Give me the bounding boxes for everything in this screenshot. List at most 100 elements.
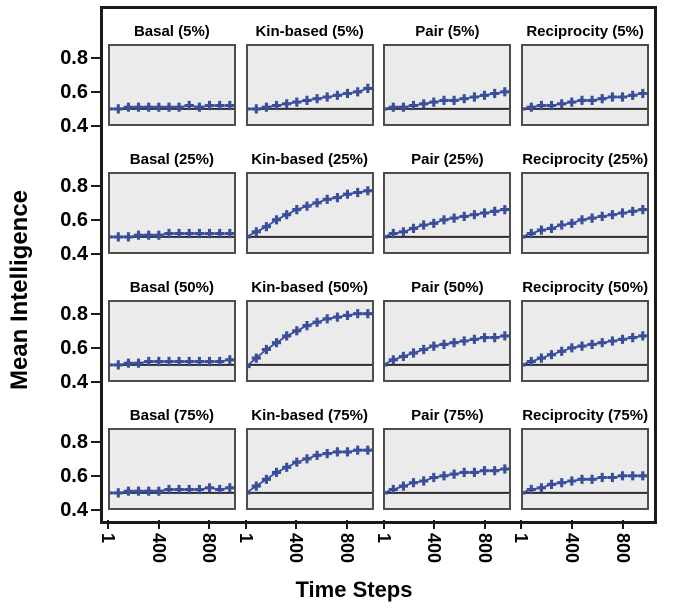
panel-cell-basal-5: Basal (5%) — [103, 9, 241, 137]
panel-title: Reciprocity (50%) — [522, 279, 649, 296]
x-tick-label: 1 — [236, 533, 256, 544]
x-tick-label: 1 — [98, 533, 118, 544]
x-tick-label: 400 — [424, 533, 444, 564]
panel-border — [107, 172, 236, 254]
x-tick-label: 800 — [613, 533, 633, 564]
panel-area — [107, 44, 236, 126]
y-tick-mark — [91, 219, 101, 221]
panel-title: Kin-based (5%) — [255, 23, 364, 40]
panel-chart — [245, 300, 374, 382]
panel-chart — [107, 44, 236, 126]
x-tick-mark — [295, 520, 297, 529]
panel-area — [521, 300, 650, 382]
x-tick-label: 1 — [374, 533, 394, 544]
panel-chart — [521, 300, 650, 382]
panel-cell-kin-based-5: Kin-based (5%) — [241, 9, 379, 137]
panel-border — [521, 428, 650, 510]
panel-border — [521, 44, 650, 126]
panel-cell-kin-based-25: Kin-based (25%) — [241, 137, 379, 265]
y-tick-label: 0.8 — [60, 303, 88, 325]
panel-title: Reciprocity (75%) — [522, 407, 649, 424]
panel-area — [245, 428, 374, 510]
x-tick-label: 800 — [337, 533, 357, 564]
panel-title: Pair (25%) — [411, 151, 484, 168]
y-tick-mark — [91, 125, 101, 127]
x-tick-mark — [520, 520, 522, 529]
panel-border — [107, 428, 236, 510]
panel-cell-basal-25: Basal (25%) — [103, 137, 241, 265]
y-tick-mark — [91, 509, 101, 511]
panel-title: Reciprocity (5%) — [526, 23, 644, 40]
x-tick-label: 400 — [562, 533, 582, 564]
y-tick-label: 0.4 — [60, 499, 88, 521]
x-axis-title: Time Steps — [295, 577, 413, 602]
panel-cell-basal-75: Basal (75%) — [103, 393, 241, 521]
panel-area — [107, 428, 236, 510]
panel-title: Pair (50%) — [411, 279, 484, 296]
panel-border — [245, 172, 374, 254]
panel-area — [107, 300, 236, 382]
y-tick-label: 0.4 — [60, 243, 88, 265]
panel-cell-reciprocity-50: Reciprocity (50%) — [516, 265, 654, 393]
y-tick-label: 0.8 — [60, 175, 88, 197]
panel-border — [383, 44, 512, 126]
panel-chart — [107, 172, 236, 254]
y-tick-mark — [91, 347, 101, 349]
panel-chart — [245, 172, 374, 254]
panel-border — [107, 300, 236, 382]
x-tick-mark — [208, 520, 210, 529]
panel-cell-pair-25: Pair (25%) — [379, 137, 517, 265]
y-tick-mark — [91, 185, 101, 187]
panel-area — [521, 172, 650, 254]
panel-title: Basal (75%) — [129, 407, 214, 424]
panel-area — [383, 428, 512, 510]
panel-area — [521, 428, 650, 510]
y-axis-title: Mean Intelligence — [6, 189, 33, 391]
panel-border — [107, 44, 236, 126]
x-tick-mark — [346, 520, 348, 529]
y-tick-label: 0.6 — [60, 337, 88, 359]
panel-chart — [521, 428, 650, 510]
panel-chart — [521, 44, 650, 126]
x-tick-mark — [484, 520, 486, 529]
panel-cell-pair-5: Pair (5%) — [379, 9, 517, 137]
y-tick-label: 0.6 — [60, 209, 88, 231]
y-tick-mark — [91, 313, 101, 315]
x-tick-label: 400 — [286, 533, 306, 564]
y-tick-mark — [91, 91, 101, 93]
plot-frame: Basal (5%) Kin-based (5%) Pair (5%) Recipro… — [100, 6, 657, 524]
y-tick-label: 0.6 — [60, 465, 88, 487]
x-tick-label: 800 — [475, 533, 495, 564]
y-tick-label: 0.4 — [60, 115, 88, 137]
panel-cell-pair-50: Pair (50%) — [379, 265, 517, 393]
y-tick-mark — [91, 57, 101, 59]
panel-cell-reciprocity-25: Reciprocity (25%) — [516, 137, 654, 265]
panel-chart — [383, 172, 512, 254]
panel-title: Basal (50%) — [129, 279, 214, 296]
y-tick-label: 0.8 — [60, 47, 88, 69]
panel-title: Basal (25%) — [129, 151, 214, 168]
panel-border — [245, 300, 374, 382]
panel-chart — [521, 172, 650, 254]
y-tick-mark — [91, 475, 101, 477]
panel-chart — [383, 300, 512, 382]
x-tick-mark — [158, 520, 160, 529]
x-tick-mark — [383, 520, 385, 529]
y-tick-label: 0.4 — [60, 371, 88, 393]
panel-title: Pair (5%) — [415, 23, 480, 40]
panel-area — [245, 44, 374, 126]
panel-chart — [107, 428, 236, 510]
panel-title: Kin-based (25%) — [251, 151, 368, 168]
panel-title: Reciprocity (25%) — [522, 151, 649, 168]
panel-border — [245, 428, 374, 510]
panel-border — [383, 172, 512, 254]
x-tick-mark — [622, 520, 624, 529]
x-tick-label: 800 — [199, 533, 219, 564]
y-tick-label: 0.6 — [60, 81, 88, 103]
panel-area — [383, 44, 512, 126]
panel-cell-basal-50: Basal (50%) — [103, 265, 241, 393]
panel-title: Kin-based (75%) — [251, 407, 368, 424]
panel-title: Basal (5%) — [133, 23, 210, 40]
x-tick-mark — [245, 520, 247, 529]
